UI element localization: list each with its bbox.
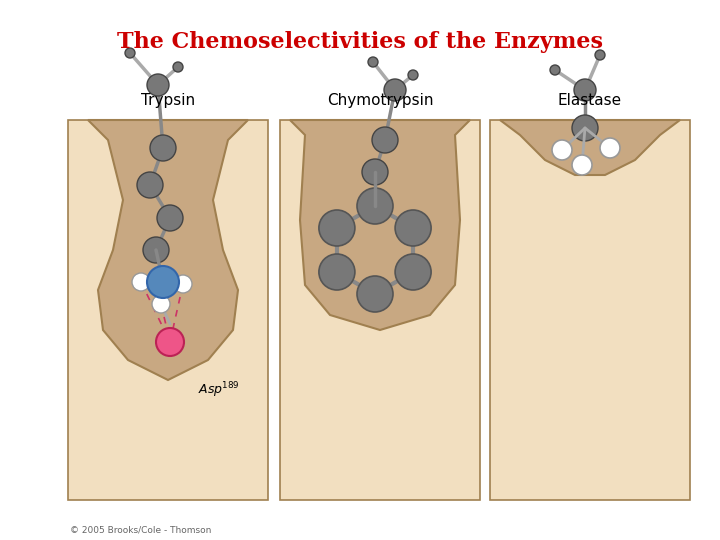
Circle shape — [137, 172, 163, 198]
Circle shape — [357, 276, 393, 312]
Circle shape — [408, 70, 418, 80]
Circle shape — [147, 74, 169, 96]
Circle shape — [150, 135, 176, 161]
Polygon shape — [290, 120, 470, 330]
Text: Elastase: Elastase — [558, 93, 622, 108]
Circle shape — [572, 155, 592, 175]
Circle shape — [132, 273, 150, 291]
Circle shape — [357, 188, 393, 224]
Circle shape — [574, 79, 596, 101]
Circle shape — [550, 65, 560, 75]
Circle shape — [125, 48, 135, 58]
Polygon shape — [88, 120, 248, 380]
Text: © 2005 Brooks/Cole - Thomson: © 2005 Brooks/Cole - Thomson — [70, 525, 212, 535]
Circle shape — [147, 266, 179, 298]
Polygon shape — [500, 120, 680, 175]
Circle shape — [173, 62, 183, 72]
Circle shape — [152, 295, 170, 313]
Circle shape — [600, 138, 620, 158]
Circle shape — [595, 50, 605, 60]
Circle shape — [572, 115, 598, 141]
Text: Asp$^{189}$: Asp$^{189}$ — [198, 380, 240, 400]
Circle shape — [319, 210, 355, 246]
Circle shape — [372, 127, 398, 153]
Circle shape — [174, 275, 192, 293]
Bar — [280, 120, 480, 500]
Text: The Chemoselectivities of the Enzymes: The Chemoselectivities of the Enzymes — [117, 31, 603, 53]
Circle shape — [368, 57, 378, 67]
Circle shape — [156, 328, 184, 356]
Text: Chymotrypsin: Chymotrypsin — [327, 93, 433, 108]
Circle shape — [362, 159, 388, 185]
Bar — [490, 120, 690, 500]
Circle shape — [395, 210, 431, 246]
Circle shape — [319, 254, 355, 290]
Bar — [68, 120, 268, 500]
Circle shape — [157, 205, 183, 231]
Circle shape — [384, 79, 406, 101]
Circle shape — [395, 254, 431, 290]
Text: Trypsin: Trypsin — [141, 93, 195, 108]
Circle shape — [143, 237, 169, 263]
Circle shape — [552, 140, 572, 160]
